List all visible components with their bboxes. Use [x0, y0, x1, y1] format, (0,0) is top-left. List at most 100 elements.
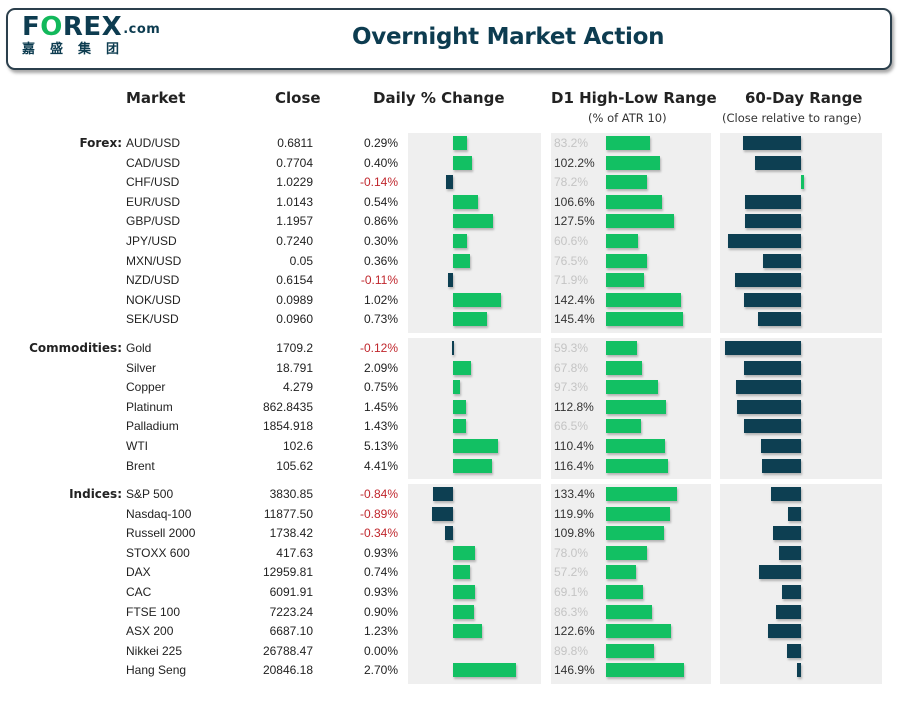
d1-range-label: 142.4%	[554, 292, 595, 307]
close-value: 417.63	[276, 545, 313, 560]
close-value: 0.0960	[276, 312, 313, 327]
market-name: MXN/USD	[126, 253, 182, 268]
market-name: CAD/USD	[126, 155, 181, 170]
close-value: 862.8435	[262, 399, 313, 414]
header-banner	[6, 8, 892, 70]
daily-change-bar	[453, 458, 492, 473]
daily-change-value: 0.75%	[363, 380, 398, 395]
logo-chinese-subtitle: 嘉盛集团	[22, 42, 135, 57]
range60-bar	[779, 545, 801, 560]
range60-bar	[773, 526, 801, 541]
daily-change-bar	[453, 253, 470, 268]
daily-change-bar	[453, 545, 475, 560]
close-value: 1.0229	[276, 175, 313, 190]
range60-bar	[745, 194, 801, 209]
range60-bar	[770, 487, 801, 501]
d1-range-bar	[606, 292, 682, 307]
daily-change-value: 0.74%	[363, 565, 398, 580]
close-value: 6687.10	[269, 624, 313, 639]
market-name: Gold	[126, 341, 152, 355]
d1-range-label: 86.3%	[554, 604, 589, 619]
page-title: Overnight Market Action	[352, 24, 665, 50]
daily-change-value: 1.02%	[363, 292, 398, 307]
market-name: ASX 200	[126, 624, 174, 639]
daily-change-value: -0.12%	[359, 341, 398, 355]
daily-change-value: 0.29%	[363, 136, 398, 150]
d1-range-label: 97.3%	[554, 380, 589, 395]
market-name: FTSE 100	[126, 604, 181, 619]
d1-range-bar	[606, 506, 670, 521]
d1-range-bar	[606, 253, 647, 268]
close-value: 12959.81	[262, 565, 313, 580]
daily-change-bar	[451, 341, 454, 355]
d1-range-bar	[606, 439, 665, 453]
range60-bar	[759, 565, 801, 580]
close-value: 6091.91	[269, 585, 313, 599]
d1-range-bar	[606, 663, 684, 678]
d1-range-label: 106.6%	[554, 194, 595, 209]
range60-bar	[735, 273, 801, 288]
close-value: 3830.85	[269, 487, 313, 501]
d1-range-label: 133.4%	[554, 487, 595, 501]
market-name: EUR/USD	[126, 194, 181, 209]
range60-panel	[720, 484, 882, 684]
column-header-daily-change: Daily % Change	[373, 89, 505, 107]
daily-change-bar	[453, 399, 466, 414]
daily-change-bar	[453, 585, 475, 599]
d1-range-bar	[606, 585, 643, 599]
close-value: 0.0989	[276, 292, 313, 307]
daily-change-bar	[453, 624, 482, 639]
range60-bar	[781, 585, 801, 599]
column-subheader-d1-range: (% of ATR 10)	[588, 111, 667, 125]
daily-change-value: 1.43%	[363, 419, 398, 434]
close-value: 4.279	[282, 380, 313, 395]
daily-change-value: -0.14%	[359, 175, 398, 190]
market-name: GBP/USD	[126, 214, 181, 229]
d1-range-label: 112.8%	[554, 399, 594, 414]
daily-change-bar	[453, 292, 501, 307]
range60-bar	[787, 643, 801, 658]
d1-range-bar	[606, 458, 668, 473]
daily-change-bar	[453, 663, 517, 678]
daily-change-value: -0.34%	[359, 526, 398, 541]
range60-bar	[745, 214, 801, 229]
daily-change-value: 5.13%	[363, 439, 398, 453]
range60-bar	[761, 458, 801, 473]
d1-range-bar	[606, 419, 642, 434]
column-header-market: Market	[126, 89, 186, 107]
d1-range-bar	[606, 136, 651, 150]
daily-change-panel	[408, 484, 541, 684]
market-name: DAX	[126, 565, 151, 580]
market-name: CAC	[126, 585, 152, 599]
market-name: Nasdaq-100	[126, 506, 192, 521]
group-label: Forex:	[79, 136, 122, 150]
close-value: 0.6811	[277, 136, 313, 150]
close-value: 1738.42	[269, 526, 313, 541]
d1-range-label: 110.4%	[554, 439, 594, 453]
close-value: 0.05	[289, 253, 313, 268]
logo-text-f: F	[22, 12, 41, 42]
range60-bar	[744, 419, 801, 434]
daily-change-bar	[432, 506, 453, 521]
daily-change-bar	[433, 487, 453, 501]
close-value: 26788.47	[262, 643, 313, 658]
daily-change-bar	[445, 526, 453, 541]
d1-range-bar	[606, 526, 665, 541]
range60-bar	[728, 234, 801, 248]
daily-change-value: 0.36%	[363, 253, 398, 268]
range60-bar	[762, 253, 801, 268]
d1-range-bar	[606, 604, 652, 619]
d1-range-bar	[606, 643, 654, 658]
daily-change-value: 0.93%	[363, 585, 398, 599]
d1-range-bar	[606, 234, 639, 248]
range60-bar	[736, 380, 801, 395]
daily-change-value: 0.86%	[363, 214, 398, 229]
close-value: 105.62	[276, 458, 313, 473]
daily-change-bar	[453, 604, 475, 619]
close-value: 1854.918	[262, 419, 313, 434]
daily-change-bar	[453, 419, 466, 434]
d1-range-bar	[606, 360, 642, 375]
d1-range-label: 59.3%	[554, 341, 589, 355]
d1-range-bar	[606, 155, 661, 170]
range60-bar	[744, 292, 801, 307]
